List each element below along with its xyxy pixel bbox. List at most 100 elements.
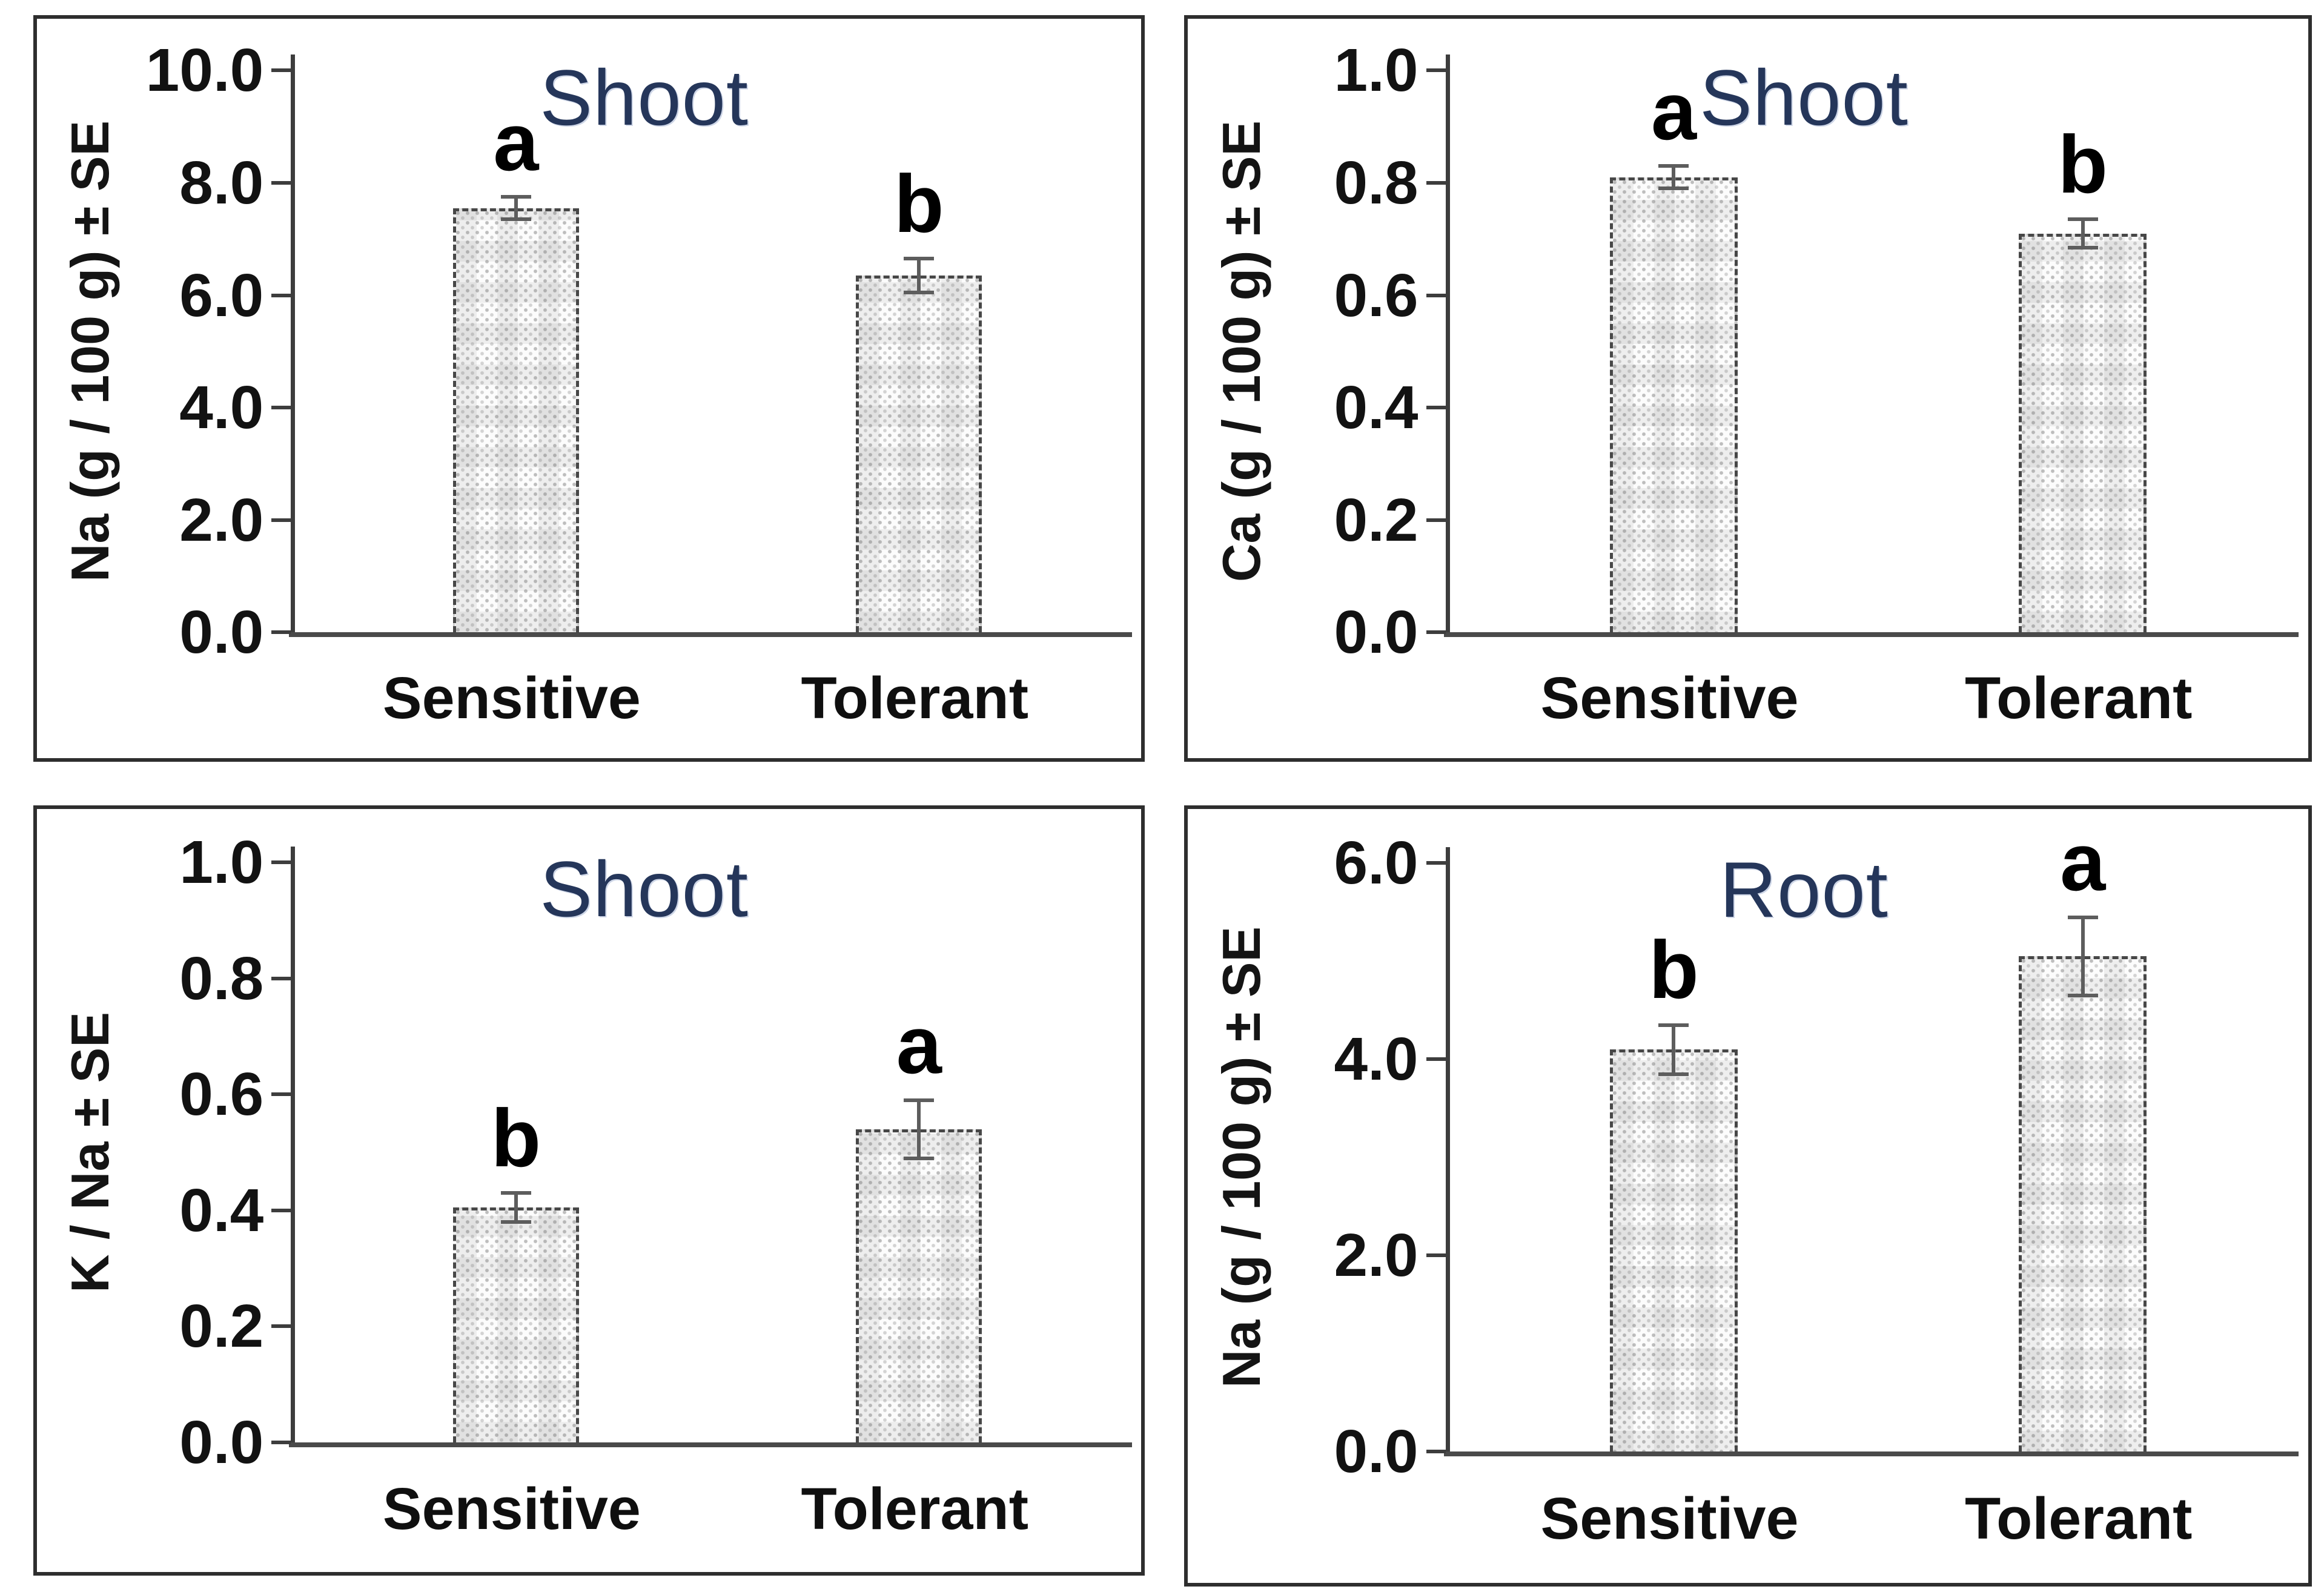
error-bar xyxy=(2081,917,2085,996)
error-bar-cap-bottom xyxy=(904,1156,935,1160)
y-axis-label: K / Na ± SE xyxy=(59,1012,120,1293)
category-label-tolerant: Tolerant xyxy=(1965,1485,2193,1551)
y-axis-tick xyxy=(271,518,291,522)
y-axis-tick xyxy=(271,1324,291,1329)
category-label-tolerant: Tolerant xyxy=(1965,664,2193,731)
error-bar-cap-bottom xyxy=(1658,1072,1689,1076)
chart-title: Shoot xyxy=(1700,53,1909,142)
y-axis-tick-label: 0.6 xyxy=(1334,261,1419,329)
x-axis-line xyxy=(1443,1451,2299,1456)
error-bar-cap-top xyxy=(500,195,531,199)
plot-area: 0.0 0.2 0.4 0.6 0.8 1.0 b a xyxy=(179,832,1132,1473)
y-axis-tick-label: 8.0 xyxy=(179,149,264,217)
y-axis-tick-label: 0.8 xyxy=(1334,149,1419,217)
significance-letter: a xyxy=(2060,816,2106,908)
y-axis-tick-label: 0.0 xyxy=(179,1408,264,1476)
significance-letter: b xyxy=(491,1092,541,1184)
y-axis-tick-label: 0.4 xyxy=(1334,374,1419,442)
bar-sensitive xyxy=(452,208,579,633)
error-bar xyxy=(514,197,518,220)
y-axis-tick xyxy=(271,293,291,297)
bar-sensitive xyxy=(452,1207,579,1442)
y-axis-tick-label: 4.0 xyxy=(179,374,264,442)
y-axis-tick-label: 6.0 xyxy=(179,261,264,329)
category-label-sensitive: Sensitive xyxy=(382,664,641,731)
y-axis-tick xyxy=(1426,406,1446,410)
y-axis-tick-label: 0.8 xyxy=(179,944,264,1012)
chart-title: Shoot xyxy=(540,53,749,142)
error-bar-cap-top xyxy=(1658,164,1689,168)
y-axis-tick xyxy=(1426,1449,1446,1453)
y-axis-tick xyxy=(1426,1253,1446,1257)
y-axis-tick-label: 0.4 xyxy=(179,1176,264,1244)
y-axis-tick-label: 0.0 xyxy=(1334,598,1419,667)
error-bar-cap-bottom xyxy=(500,217,531,222)
y-axis-tick xyxy=(271,860,291,865)
y-axis-tick-label: 0.6 xyxy=(179,1060,264,1129)
y-axis-tick-label: 0.0 xyxy=(1334,1417,1419,1485)
error-bar-cap-top xyxy=(500,1191,531,1195)
error-bar-cap-bottom xyxy=(2067,245,2098,249)
y-axis-tick xyxy=(1426,861,1446,865)
y-axis-tick xyxy=(1426,68,1446,73)
y-axis-tick xyxy=(1426,181,1446,185)
significance-letter: b xyxy=(1649,924,1699,1016)
plot-area: 0.0 0.2 0.4 0.6 0.8 1.0 a b xyxy=(1334,40,2299,662)
chart-panel-shoot-ca: Shoot Ca (g / 100 g) ± SE 0.0 0.2 0.4 0.6 0.… xyxy=(1184,15,2312,762)
error-bar xyxy=(917,1100,921,1158)
y-axis-tick xyxy=(1426,293,1446,297)
error-bar xyxy=(1672,1025,1676,1074)
y-axis-label: Na (g / 100 g) ± SE xyxy=(59,121,120,583)
chart-panel-shoot-na: Shoot Na (g / 100 g) ± SE 0.0 2.0 4.0 6.0 8.… xyxy=(33,15,1145,762)
category-label-sensitive: Sensitive xyxy=(1540,664,1799,731)
bar-sensitive xyxy=(1610,177,1738,633)
y-axis-tick xyxy=(1426,630,1446,635)
category-label-tolerant: Tolerant xyxy=(801,1475,1029,1542)
y-axis-tick-label: 1.0 xyxy=(179,828,264,897)
bar-tolerant xyxy=(2019,956,2147,1451)
y-axis-tick xyxy=(271,1208,291,1212)
plot-area: 0.0 2.0 4.0 6.0 b a xyxy=(1334,821,2299,1482)
plot-area: 0.0 2.0 4.0 6.0 8.0 10.0 a b xyxy=(146,40,1132,662)
error-bar-cap-top xyxy=(904,1098,935,1102)
y-axis-label: Na (g / 100 g) ± SE xyxy=(1211,926,1271,1389)
chart-title: Shoot xyxy=(540,844,749,933)
y-axis-tick-label: 2.0 xyxy=(1334,1221,1419,1289)
error-bar-cap-top xyxy=(1658,1023,1689,1027)
y-axis-tick-label: 2.0 xyxy=(179,486,264,554)
error-bar-cap-top xyxy=(904,257,935,261)
error-bar-cap-bottom xyxy=(1658,187,1689,191)
y-axis-tick xyxy=(271,181,291,185)
error-bar-cap-top xyxy=(2067,915,2098,919)
x-axis-line xyxy=(1443,632,2299,638)
y-axis-tick-label: 6.0 xyxy=(1334,829,1419,897)
y-axis-tick xyxy=(271,1092,291,1097)
y-axis-tick xyxy=(271,406,291,410)
y-axis-tick xyxy=(271,68,291,73)
chart-panel-shoot-kna: Shoot K / Na ± SE 0.0 0.2 0.4 0.6 0.8 1.0 b a S… xyxy=(33,805,1145,1576)
y-axis-tick xyxy=(1426,1057,1446,1062)
bar-tolerant xyxy=(856,276,982,633)
error-bar xyxy=(2081,219,2085,248)
error-bar-cap-top xyxy=(2067,217,2098,222)
category-label-tolerant: Tolerant xyxy=(801,664,1029,731)
y-axis-label: Ca (g / 100 g) ± SE xyxy=(1211,121,1271,583)
error-bar xyxy=(917,259,921,293)
y-axis-tick xyxy=(271,1440,291,1444)
significance-letter: b xyxy=(2058,118,2108,210)
chart-title: Root xyxy=(1720,845,1889,934)
x-axis-line xyxy=(289,632,1132,638)
y-axis-tick-label: 4.0 xyxy=(1334,1025,1419,1094)
error-bar-cap-bottom xyxy=(500,1220,531,1224)
error-bar-cap-bottom xyxy=(904,291,935,295)
y-axis-tick-label: 0.2 xyxy=(1334,486,1419,554)
y-axis-tick-label: 0.0 xyxy=(179,598,264,667)
bar-tolerant xyxy=(2019,233,2147,633)
y-axis-tick xyxy=(271,976,291,980)
error-bar xyxy=(1672,166,1676,189)
category-label-sensitive: Sensitive xyxy=(382,1475,641,1542)
y-axis-tick xyxy=(1426,518,1446,522)
error-bar-cap-bottom xyxy=(2067,994,2098,997)
bar-tolerant xyxy=(856,1129,982,1442)
